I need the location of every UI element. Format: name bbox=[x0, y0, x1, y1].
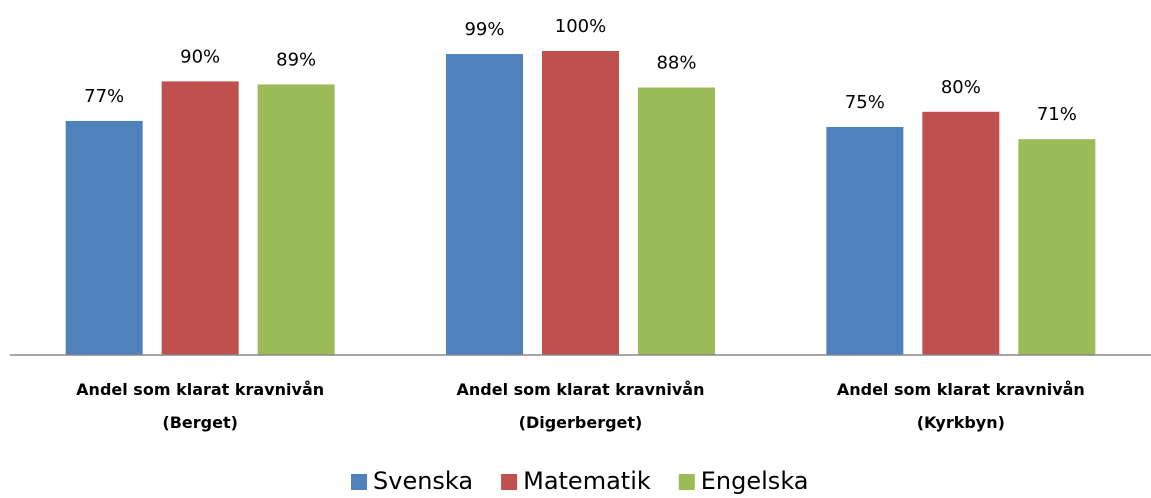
legend-swatch bbox=[501, 474, 518, 490]
value-label: 75% bbox=[845, 92, 885, 113]
x-tick-label: Andel som klarat kravnivån (Berget) bbox=[76, 380, 325, 432]
bar bbox=[65, 120, 143, 355]
bar bbox=[257, 84, 335, 355]
legend-label: Engelska bbox=[701, 467, 809, 495]
value-label: 90% bbox=[180, 46, 220, 67]
value-label: 100% bbox=[555, 16, 606, 37]
bar bbox=[826, 127, 904, 355]
legend-label: Matematik bbox=[523, 467, 651, 495]
bar bbox=[542, 51, 619, 355]
x-tick-label: Andel som klarat kravnivån (Kyrkbyn) bbox=[836, 380, 1085, 432]
value-label: 80% bbox=[941, 77, 981, 98]
value-label: 71% bbox=[1037, 104, 1077, 125]
legend-swatch bbox=[351, 474, 367, 490]
value-label: 99% bbox=[464, 19, 504, 40]
x-tick-label: Andel som klarat kravnivån (Digerberget) bbox=[456, 380, 705, 432]
value-label: 89% bbox=[276, 49, 316, 70]
bar bbox=[922, 111, 1000, 355]
bar bbox=[638, 87, 715, 355]
bar bbox=[446, 54, 523, 355]
value-label: 77% bbox=[84, 86, 124, 107]
bar bbox=[161, 81, 239, 356]
value-label: 88% bbox=[656, 52, 696, 73]
legend-swatch bbox=[678, 474, 695, 490]
bar bbox=[1018, 139, 1096, 355]
legend-label: Svenska bbox=[373, 467, 473, 495]
